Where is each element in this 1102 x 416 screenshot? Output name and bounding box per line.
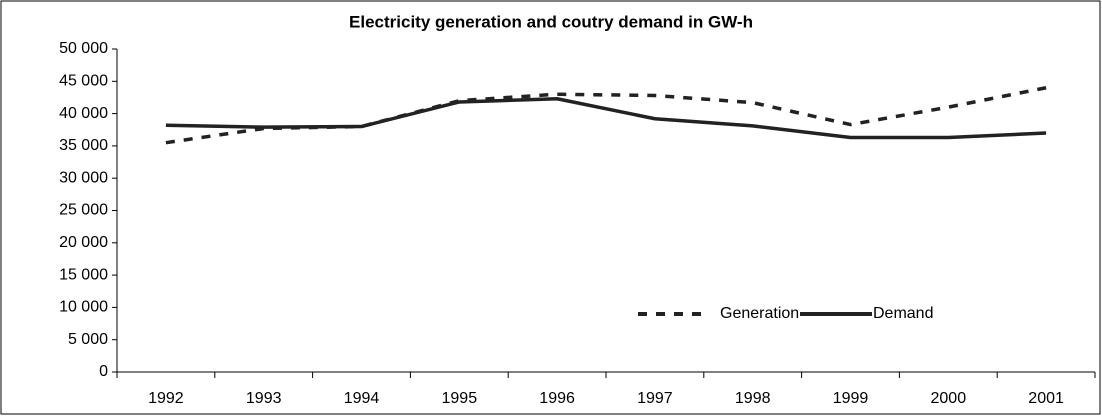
y-tick-label: 45 000 (59, 73, 108, 90)
x-tick-label: 1999 (833, 390, 869, 407)
legend-label: Demand (873, 305, 933, 322)
x-tick-label: 1998 (735, 390, 771, 407)
y-tick-label: 30 000 (59, 169, 108, 186)
series-line (165, 86, 1047, 145)
y-tick-label: 25 000 (59, 202, 108, 219)
y-tick-label: 0 (99, 363, 108, 380)
x-tick-label: 1993 (246, 390, 282, 407)
x-tick-label: 1995 (442, 390, 478, 407)
y-tick-label: 40 000 (59, 105, 108, 122)
chart-title: Electricity generation and coutry demand… (349, 12, 753, 31)
x-tick-label: 1997 (637, 390, 673, 407)
legend-label: Generation (720, 305, 799, 322)
x-tick-label: 2001 (1028, 390, 1064, 407)
y-tick-label: 35 000 (59, 137, 108, 154)
series-line (165, 96, 1047, 140)
x-tick-label: 1992 (148, 390, 184, 407)
x-tick-label: 1994 (344, 390, 380, 407)
x-tick-label: 2000 (931, 390, 967, 407)
y-tick-label: 10 000 (59, 299, 108, 316)
y-tick-label: 50 000 (59, 40, 108, 57)
y-tick-label: 5 000 (68, 331, 108, 348)
x-tick-label: 1996 (539, 390, 575, 407)
y-tick-label: 15 000 (59, 266, 108, 283)
y-tick-label: 20 000 (59, 234, 108, 251)
